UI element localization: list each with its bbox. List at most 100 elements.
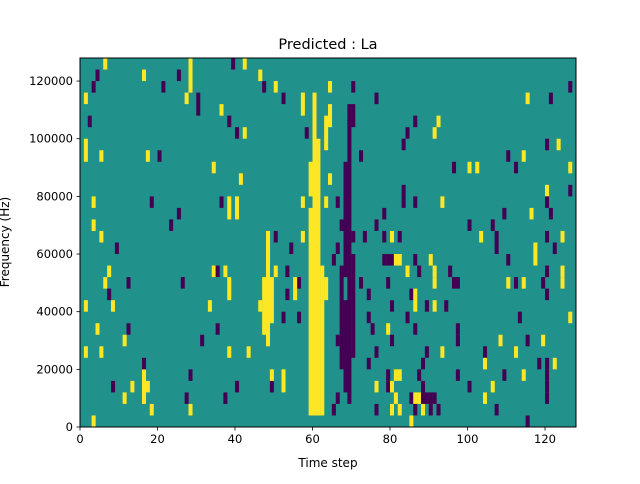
heatmap-cell <box>285 288 290 301</box>
heatmap-cell <box>397 403 402 416</box>
heatmap-cell <box>176 207 181 220</box>
heatmap-cell <box>339 219 344 231</box>
heatmap-cell <box>560 277 565 289</box>
heatmap-cell <box>180 277 185 289</box>
heatmap-cell <box>475 161 480 174</box>
heatmap-cell <box>262 81 267 93</box>
heatmap-cell <box>126 323 131 335</box>
heatmap-cell <box>103 277 108 289</box>
heatmap-cell <box>545 230 550 243</box>
heatmap-cell <box>227 346 232 358</box>
heatmap-cell <box>281 311 286 324</box>
y-tick-label: 120000 <box>29 74 73 88</box>
heatmap-cell <box>211 265 216 278</box>
heatmap-cell <box>312 92 317 416</box>
heatmap-cell <box>393 254 398 266</box>
heatmap-cell <box>490 219 495 231</box>
heatmap-cell <box>300 92 305 116</box>
heatmap-cell <box>219 196 224 208</box>
heatmap-cell <box>545 380 550 393</box>
heatmap-cell <box>258 69 263 82</box>
y-axis-label: Frequency (Hz) <box>0 197 12 288</box>
heatmap-cell <box>366 357 371 370</box>
heatmap-cell <box>308 161 313 197</box>
heatmap-cell <box>157 150 162 162</box>
heatmap-cell <box>533 242 538 266</box>
heatmap-cell <box>421 403 426 416</box>
heatmap-cell <box>413 288 418 312</box>
heatmap-cell <box>560 230 565 243</box>
heatmap-cell <box>95 323 100 335</box>
x-axis-label: Time step <box>297 456 357 470</box>
heatmap-cell <box>215 323 220 335</box>
heatmap-cell <box>184 392 189 404</box>
heatmap-cell <box>452 161 457 174</box>
heatmap-cell <box>417 392 422 404</box>
heatmap-cell <box>390 380 395 393</box>
heatmap-cell <box>107 265 112 278</box>
heatmap-cell <box>169 219 174 231</box>
heatmap-cell <box>83 92 88 105</box>
heatmap-cell <box>335 392 340 404</box>
heatmap-cell <box>541 277 546 289</box>
heatmap-cell <box>432 265 437 278</box>
heatmap-cell <box>397 369 402 381</box>
heatmap-cell <box>428 403 433 416</box>
heatmap-cell <box>568 311 573 324</box>
heatmap-cell <box>390 334 395 347</box>
heatmap-cell <box>359 277 364 289</box>
heatmap-cell <box>409 392 414 404</box>
heatmap-cell <box>390 403 395 416</box>
heatmap-cell <box>397 254 402 266</box>
heatmap-cell <box>413 254 418 266</box>
heatmap-cell <box>432 127 437 139</box>
heatmap-cell <box>103 58 108 70</box>
heatmap-cell <box>374 219 379 231</box>
heatmap-cell <box>281 369 286 393</box>
heatmap-cell <box>421 357 426 370</box>
heatmap-cell <box>545 357 550 370</box>
heatmap-cell <box>409 415 414 427</box>
heatmap-cell <box>126 277 131 289</box>
heatmap-cell <box>238 173 243 185</box>
heatmap-cell <box>149 403 154 416</box>
heatmap-cell <box>235 196 240 220</box>
heatmap-cell <box>390 300 395 312</box>
heatmap-cell <box>390 254 395 266</box>
heatmap-cell <box>231 58 236 70</box>
heatmap-cell <box>405 127 410 139</box>
heatmap-cell <box>537 357 542 370</box>
heatmap-cell <box>568 81 573 93</box>
heatmap-cell <box>262 277 267 335</box>
heatmap-cell <box>161 81 166 93</box>
heatmap-cell <box>452 277 457 289</box>
heatmap-cell <box>316 138 321 416</box>
heatmap-cell <box>413 115 418 128</box>
heatmap-cell <box>405 311 410 324</box>
y-axis: 0 20000 40000 60000 80000 100000 120000 <box>29 74 80 434</box>
heatmap-cell <box>393 369 398 381</box>
heatmap-cell <box>91 81 96 93</box>
heatmap-cell <box>529 207 534 220</box>
heatmap-cell <box>428 392 433 404</box>
heatmap-cell <box>235 127 240 139</box>
heatmap-cell <box>269 380 274 393</box>
heatmap-cell <box>335 334 340 347</box>
heatmap-cell <box>440 196 445 208</box>
heatmap-cell <box>331 254 336 266</box>
heatmap-cell <box>382 207 387 220</box>
heatmap-cell <box>297 311 302 324</box>
heatmap-cell <box>328 173 333 185</box>
x-tick-label: 120 <box>534 432 556 446</box>
heatmap-cell <box>362 230 367 243</box>
heatmap-cell <box>386 254 391 266</box>
heatmap-cell <box>436 403 441 416</box>
heatmap-cell <box>421 380 426 393</box>
heatmap-cell <box>483 346 488 358</box>
heatmap-cell <box>483 357 488 370</box>
heatmap-cell <box>413 403 418 416</box>
heatmap-cell <box>207 300 212 312</box>
heatmap-cell <box>289 242 294 255</box>
heatmap-cell <box>335 196 340 208</box>
heatmap-cell <box>386 323 391 335</box>
